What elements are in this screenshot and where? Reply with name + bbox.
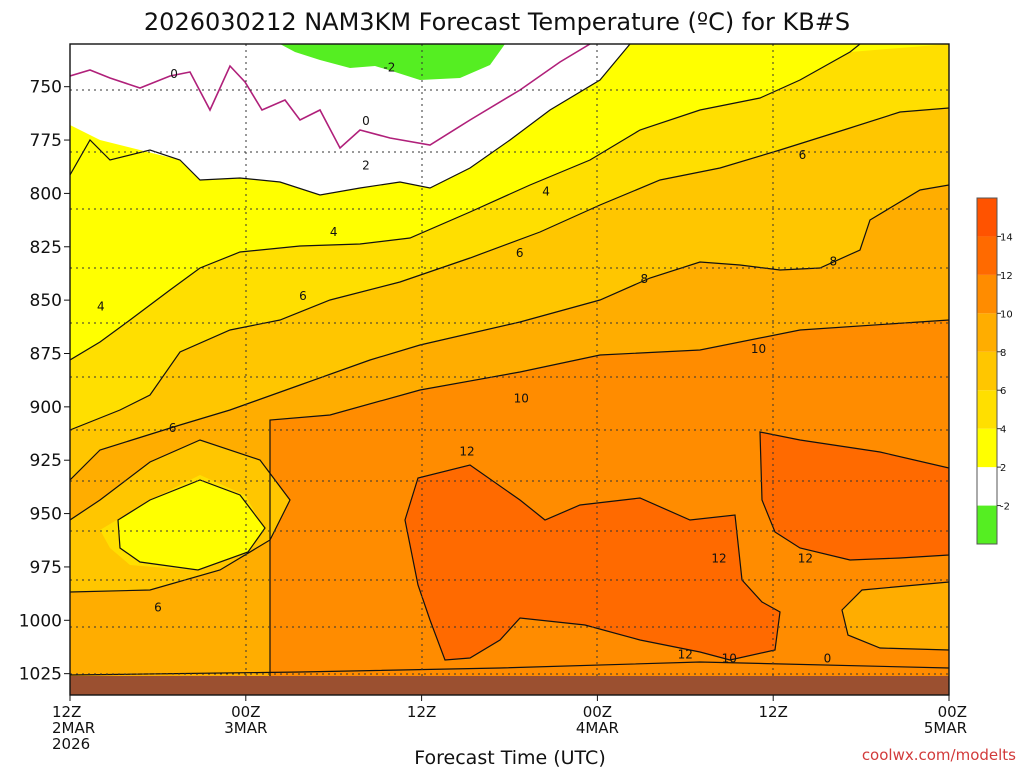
colorbar-swatch xyxy=(977,313,997,352)
band-12-14 xyxy=(405,465,780,660)
colorbar-tick-label: 10 xyxy=(1000,309,1013,320)
contour-label: 4 xyxy=(330,225,338,239)
contour-label: 12 xyxy=(711,551,726,565)
x-axis-label: Forecast Time (UTC) xyxy=(414,747,605,768)
contour-label: 0 xyxy=(824,652,832,666)
colorbar-swatch xyxy=(977,428,997,468)
contour-label: 6 xyxy=(516,246,524,260)
contour-label: 12 xyxy=(459,445,474,459)
contour-label: 8 xyxy=(829,255,837,269)
contour-label: 4 xyxy=(542,184,550,198)
colorbar-swatch xyxy=(977,467,997,506)
contour-label: 12 xyxy=(678,647,693,661)
pressure-tick-label: 975 xyxy=(30,558,62,578)
time-tick-label: 2MAR xyxy=(52,719,95,737)
time-gridlines xyxy=(245,44,774,695)
band-neg2-2 xyxy=(70,44,630,195)
colorbar-swatch xyxy=(977,236,997,275)
band-8-10-southeast xyxy=(842,582,949,650)
contour-2c xyxy=(70,44,631,196)
contour-10c-southeast xyxy=(841,581,949,651)
contour-label: 8 xyxy=(640,272,648,286)
colorbar-swatch xyxy=(977,351,997,391)
colorbar-swatch xyxy=(977,198,997,237)
pressure-tick-labels: 750 775 800 825 850 875 900 925 950 975 1000 1025 xyxy=(19,78,70,685)
time-tick-label: 3MAR xyxy=(224,719,267,737)
contour-12c-east xyxy=(759,431,949,561)
pressure-tick-label: 850 xyxy=(30,291,62,311)
pressure-tick-label: 775 xyxy=(30,131,62,151)
colorbar-swatch xyxy=(977,505,997,544)
contour-label: 0 xyxy=(362,114,370,128)
contour-6c xyxy=(70,107,949,431)
pressure-tick-label: 950 xyxy=(30,505,62,525)
contour-4c-southwest xyxy=(117,479,266,571)
colorbar-swatch xyxy=(977,390,997,429)
pressure-tick-label: 800 xyxy=(30,184,62,204)
plot-frame xyxy=(69,43,950,696)
band-12-14-east xyxy=(760,432,949,560)
pressure-tick-label: 750 xyxy=(30,78,62,98)
contour-label: 12 xyxy=(798,551,813,565)
pressure-tick-label: 900 xyxy=(30,398,62,418)
contour-0c xyxy=(70,44,591,150)
ground-band xyxy=(70,676,949,695)
chart-title: 2026030212 NAM3KM Forecast Temperature (… xyxy=(144,8,850,36)
band-neg4-neg2 xyxy=(280,44,505,80)
time-tick-label: 12Z xyxy=(759,703,788,721)
contour-label: 6 xyxy=(154,600,162,614)
time-tick-label: 5MAR xyxy=(924,719,967,737)
time-tick-label: 00Z xyxy=(938,703,967,721)
contour-label: 6 xyxy=(169,421,177,435)
contour-10c xyxy=(269,319,949,695)
colorbar-tick-label: 12 xyxy=(1000,271,1013,282)
pressure-tick-label: 925 xyxy=(30,451,62,471)
pressure-tick-label: 825 xyxy=(30,238,62,258)
contour-label: 4 xyxy=(97,300,105,314)
colorbar-tick-label: 14 xyxy=(1000,232,1013,243)
contour-label: -2 xyxy=(383,60,395,74)
colorbar: 14 12 10 8 6 4 2 -2 xyxy=(976,197,1013,545)
pressure-gridlines xyxy=(70,89,949,675)
contour-label: 2 xyxy=(362,159,370,173)
contour-12c xyxy=(404,464,781,661)
colorbar-tick-label: 2 xyxy=(1000,463,1006,474)
pressure-tick-label: 1000 xyxy=(19,611,62,631)
time-tick-label: 12Z xyxy=(407,703,436,721)
time-tick-label: 4MAR xyxy=(576,719,619,737)
pressure-tick-label: 875 xyxy=(30,344,62,364)
contour-label: 6 xyxy=(299,289,307,303)
contour-lower-boundary xyxy=(70,661,949,676)
pressure-tick-label: 1025 xyxy=(19,665,62,685)
contour-4c xyxy=(70,44,861,361)
time-tick-label: 00Z xyxy=(583,703,612,721)
time-tick-label: 2026 xyxy=(52,735,90,753)
contour-label: 0 xyxy=(170,67,178,81)
credit-link[interactable]: coolwx.com/modelts xyxy=(862,746,1016,764)
contour-label: 6 xyxy=(799,148,807,162)
plot-area: 0 -2 0 2 4 4 4 6 6 6 6 6 8 8 10 10 10 12 12 12 12 0 xyxy=(70,44,949,695)
colorbar-tick-label: 6 xyxy=(1000,386,1006,397)
contour-label: 10 xyxy=(514,391,529,405)
contour-8c xyxy=(70,184,949,481)
colorbar-swatch xyxy=(977,274,997,314)
contour-labels: 0 -2 0 2 4 4 4 6 6 6 6 6 8 8 10 10 10 12 12 12 12 0 xyxy=(97,60,837,666)
colorbar-tick-label: 8 xyxy=(1000,348,1006,359)
colorbar-frame xyxy=(976,197,998,545)
time-tick-label: 00Z xyxy=(231,703,260,721)
colorbar-tick-label: 4 xyxy=(1000,425,1006,436)
contour-label: 10 xyxy=(751,342,766,356)
time-tick-label: 12Z xyxy=(52,703,81,721)
colorbar-tick-label: -2 xyxy=(1000,502,1010,513)
band-2-4-southwest xyxy=(118,480,265,570)
contour-label: 10 xyxy=(722,652,737,666)
